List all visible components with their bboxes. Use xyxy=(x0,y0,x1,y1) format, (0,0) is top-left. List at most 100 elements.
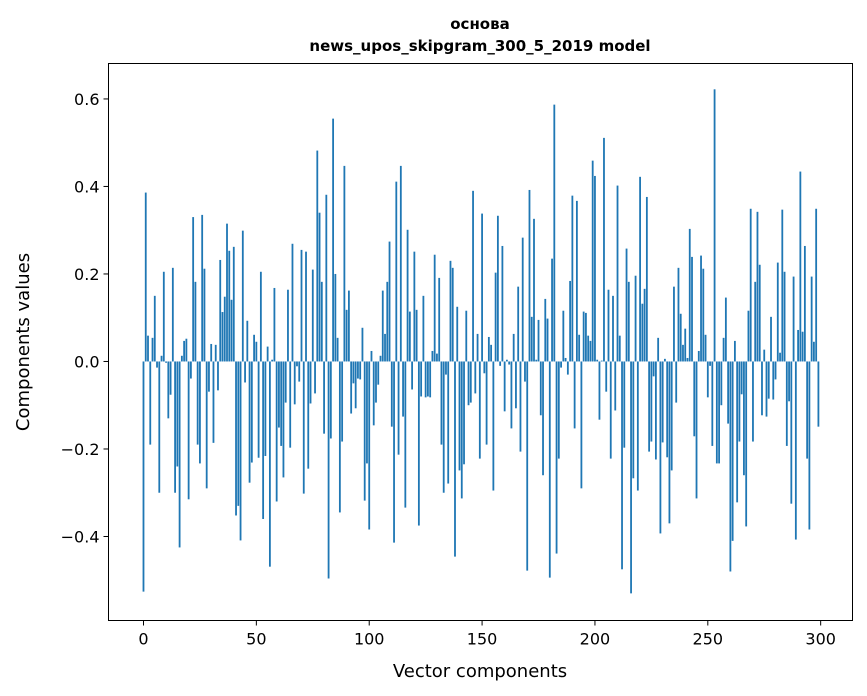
bar-101 xyxy=(370,350,373,362)
bar-257 xyxy=(722,337,725,362)
bar-150 xyxy=(481,213,483,362)
bar-198 xyxy=(589,340,592,362)
bar-193 xyxy=(578,334,581,362)
chart-title: основа xyxy=(450,15,509,33)
bar-167 xyxy=(519,361,522,452)
bar-171 xyxy=(528,189,531,362)
bar-291 xyxy=(799,171,802,362)
bar-233 xyxy=(668,361,671,524)
bar-45 xyxy=(244,361,246,383)
bar-112 xyxy=(395,181,398,362)
bar-242 xyxy=(688,228,691,362)
bar-275 xyxy=(763,349,766,362)
bar-3 xyxy=(149,361,152,445)
bar-23 xyxy=(194,281,197,362)
bar-0 xyxy=(142,361,145,592)
bar-200 xyxy=(594,175,596,362)
bar-87 xyxy=(338,361,341,513)
bar-299 xyxy=(817,361,820,427)
x-tick-label: 50 xyxy=(246,630,266,649)
bar-40 xyxy=(232,246,235,362)
bar-27 xyxy=(203,268,206,362)
bar-94 xyxy=(354,361,357,409)
bar-157 xyxy=(496,215,499,362)
bar-37 xyxy=(226,223,228,362)
bar-261 xyxy=(731,361,734,541)
bar-221 xyxy=(641,303,644,362)
bar-65 xyxy=(289,361,292,448)
bar-277 xyxy=(767,361,770,399)
bar-205 xyxy=(605,361,608,392)
bar-44 xyxy=(241,230,244,362)
bar-234 xyxy=(670,361,673,471)
bar-90 xyxy=(345,309,348,362)
bar-283 xyxy=(781,209,784,362)
bar-269 xyxy=(749,208,752,362)
bar-73 xyxy=(307,361,310,469)
bar-195 xyxy=(582,311,585,362)
bar-192 xyxy=(575,200,578,362)
bar-106 xyxy=(381,290,384,362)
bar-177 xyxy=(542,361,544,476)
x-tick-label: 0 xyxy=(138,630,148,649)
x-tick-label: 150 xyxy=(467,630,498,649)
bar-231 xyxy=(664,358,666,362)
bar-36 xyxy=(223,296,226,362)
plot-area-frame xyxy=(108,63,853,621)
bar-278 xyxy=(770,316,772,362)
bar-75 xyxy=(311,269,314,362)
bar-274 xyxy=(761,361,763,416)
bar-64 xyxy=(287,289,289,362)
bar-4 xyxy=(151,337,154,362)
bar-42 xyxy=(237,361,240,506)
bar-21 xyxy=(189,361,192,379)
bar-191 xyxy=(573,361,576,429)
bar-12 xyxy=(169,361,172,395)
bar-238 xyxy=(679,313,682,362)
bar-5 xyxy=(153,295,156,362)
bar-24 xyxy=(196,361,199,445)
bar-158 xyxy=(499,361,502,366)
bar-187 xyxy=(564,357,567,362)
bar-29 xyxy=(208,361,210,392)
bar-43 xyxy=(239,361,242,541)
bar-74 xyxy=(309,361,312,404)
bar-207 xyxy=(609,361,612,459)
bar-280 xyxy=(774,361,777,380)
bar-265 xyxy=(740,361,743,395)
bar-250 xyxy=(706,361,709,398)
bar-256 xyxy=(720,361,723,406)
bar-175 xyxy=(537,319,540,362)
bar-16 xyxy=(178,361,181,548)
bar-95 xyxy=(357,361,359,379)
bar-145 xyxy=(469,361,472,403)
bar-251 xyxy=(709,361,711,366)
bar-13 xyxy=(171,267,174,362)
bar-260 xyxy=(729,361,732,572)
bar-19 xyxy=(185,338,188,362)
bar-100 xyxy=(368,361,371,530)
bar-154 xyxy=(490,344,493,362)
bar-226 xyxy=(652,361,655,377)
bar-160 xyxy=(503,361,506,412)
bar-107 xyxy=(384,333,386,362)
bar-104 xyxy=(377,361,380,385)
bar-121 xyxy=(415,309,418,362)
y-tick-label: 0.2 xyxy=(74,265,99,284)
bar-210 xyxy=(616,185,619,362)
bar-58 xyxy=(273,287,276,362)
y-tick-label: 0.4 xyxy=(74,177,99,196)
bar-156 xyxy=(494,272,497,362)
bar-132 xyxy=(440,361,443,445)
bar-76 xyxy=(314,361,316,394)
bar-272 xyxy=(756,211,759,362)
bar-117 xyxy=(406,229,409,362)
bar-70 xyxy=(300,249,303,362)
bar-54 xyxy=(264,361,267,456)
bar-229 xyxy=(659,361,662,534)
bar-186 xyxy=(562,310,565,362)
bar-30 xyxy=(210,343,213,362)
y-axis-label: Components values xyxy=(13,253,34,431)
bar-143 xyxy=(465,310,468,362)
